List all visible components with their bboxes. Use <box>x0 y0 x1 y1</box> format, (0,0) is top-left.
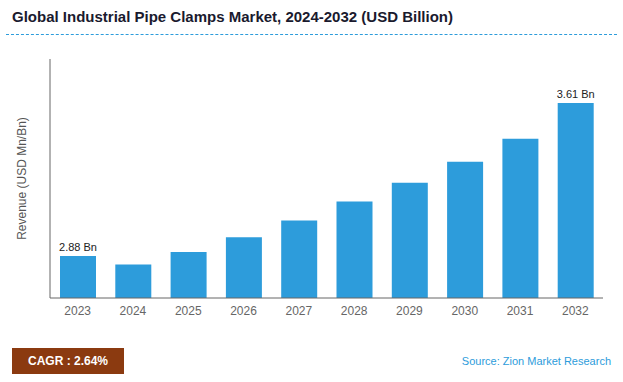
svg-text:2024: 2024 <box>120 304 147 318</box>
svg-text:2023: 2023 <box>64 304 91 318</box>
svg-text:2031: 2031 <box>507 304 534 318</box>
svg-text:2026: 2026 <box>230 304 257 318</box>
svg-text:2032: 2032 <box>562 304 589 318</box>
svg-text:2028: 2028 <box>341 304 368 318</box>
svg-text:2029: 2029 <box>396 304 423 318</box>
svg-text:2027: 2027 <box>285 304 312 318</box>
svg-text:2030: 2030 <box>451 304 478 318</box>
svg-text:2.88 Bn: 2.88 Bn <box>59 241 97 253</box>
html-text:CAGR : 2.64%: CAGR : 2.64% <box>28 354 108 368</box>
html-text:Global Industrial Pipe Clamps: Global Industrial Pipe Clamps Market, 20… <box>12 8 453 25</box>
html-text:Source: Zion Market Research: Source: Zion Market Research <box>461 355 611 367</box>
svg-text:Revenue (USD Mn/Bn): Revenue (USD Mn/Bn) <box>15 117 29 240</box>
svg-text:3.61 Bn: 3.61 Bn <box>557 88 595 100</box>
svg-text:2025: 2025 <box>175 304 202 318</box>
